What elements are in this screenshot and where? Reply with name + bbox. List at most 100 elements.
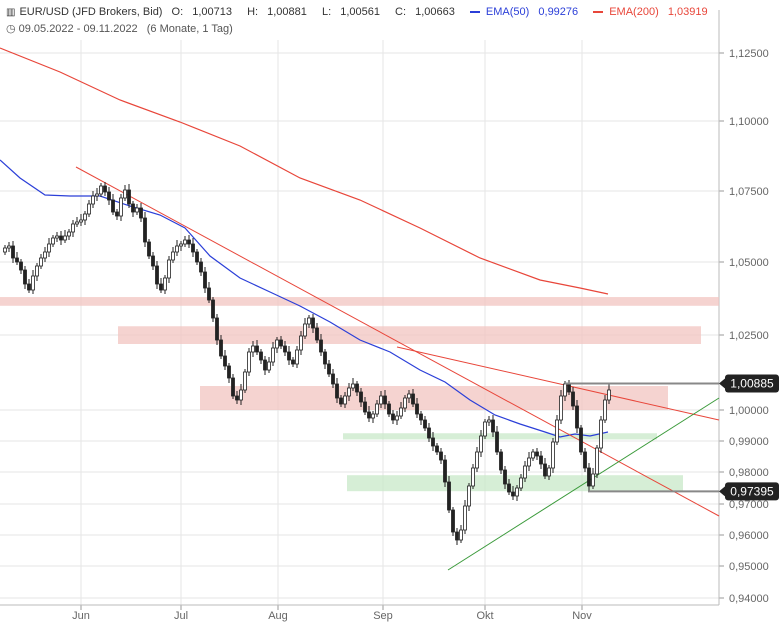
candle [571,391,575,407]
candle [603,399,607,421]
candle [83,213,87,221]
candle [199,261,203,273]
candle [195,251,199,263]
candle [355,383,359,393]
candle [323,351,327,365]
candle [511,491,515,497]
candle [27,283,31,291]
candle [99,185,103,195]
y-tick-label: 1,12500 [729,48,769,60]
candle [67,231,71,237]
candle [227,365,231,379]
candle [159,283,163,291]
x-tick-label: Sep [373,610,393,622]
candle [423,419,427,429]
candle [235,395,239,401]
candle [487,419,491,423]
candle [59,235,63,241]
candle [467,485,471,507]
ema200-line [0,47,609,295]
candle [3,247,7,253]
candle [387,403,391,415]
candle [523,465,527,479]
candle [291,359,295,365]
candle [207,287,211,301]
candle [559,395,563,421]
y-tick-label: 1,05000 [729,257,769,269]
symbol-label: EUR/USD (JFD Brokers, Bid) [19,6,163,18]
y-tick-label: 0,98000 [729,467,769,479]
candle [259,351,263,361]
candle [527,457,531,467]
candle [539,455,543,465]
candle [411,393,415,405]
candle [359,391,363,403]
candle [347,387,351,397]
candle [51,237,55,245]
candle [279,339,283,347]
candle [339,397,343,405]
y-tick-label: 0,99000 [729,436,769,448]
close-label: C: 1,00663 [395,6,455,18]
candle [127,189,131,205]
y-tick-label: 0,94000 [729,593,769,605]
candle [463,505,467,531]
y-tick-label: 1,00000 [729,405,769,417]
candle [519,477,523,489]
candle [43,251,47,259]
open-label: O: 1,00713 [171,6,232,18]
candle [447,481,451,511]
candle [599,419,603,449]
candle [111,199,115,213]
date-range: 09.05.2022 - 09.11.2022 [18,23,138,35]
y-tick-label: 1,02500 [729,330,769,342]
candle [399,407,403,417]
y-tick-label: 0,97000 [729,499,769,511]
candle [499,451,503,471]
candle [191,243,195,253]
candle [287,351,291,361]
candle [115,211,119,217]
price-tag-box [725,482,779,501]
zone-support [343,433,657,440]
candle [143,217,147,243]
candle [303,323,307,337]
candle [251,345,255,353]
period-label: (6 Monate, 1 Tag) [146,23,233,35]
candle [555,419,559,443]
zone-resistance [200,386,668,410]
candle [455,531,459,541]
x-tick-label: Okt [476,610,493,622]
chart-subheader: ◷ 09.05.2022 - 09.11.2022 (6 Monate, 1 Ta… [6,22,239,35]
x-tick-label: Jul [174,610,188,622]
candle [23,269,27,285]
chart-header: ▥ EUR/USD (JFD Brokers, Bid) O: 1,00713 H… [6,6,720,18]
candle [391,413,395,421]
candle [179,243,183,247]
candle [47,243,51,253]
candle [471,467,475,487]
candle [479,435,483,453]
candle [55,235,59,239]
ema50-line [0,159,609,438]
candle [375,403,379,415]
candle [35,265,39,277]
zone-support [347,475,683,492]
y-tick-label: 1,07500 [729,186,769,198]
candle [435,445,439,453]
candle [495,431,499,453]
candle [79,219,83,223]
candle [531,451,535,459]
candle [403,397,407,409]
candle [263,359,267,371]
candle [107,191,111,201]
candle [563,383,567,397]
candle [219,339,223,357]
zone-resistance [0,297,719,306]
candle [343,395,347,405]
candle [215,317,219,341]
candle [439,451,443,461]
x-tick-label: Jun [72,610,90,622]
candle [319,339,323,353]
